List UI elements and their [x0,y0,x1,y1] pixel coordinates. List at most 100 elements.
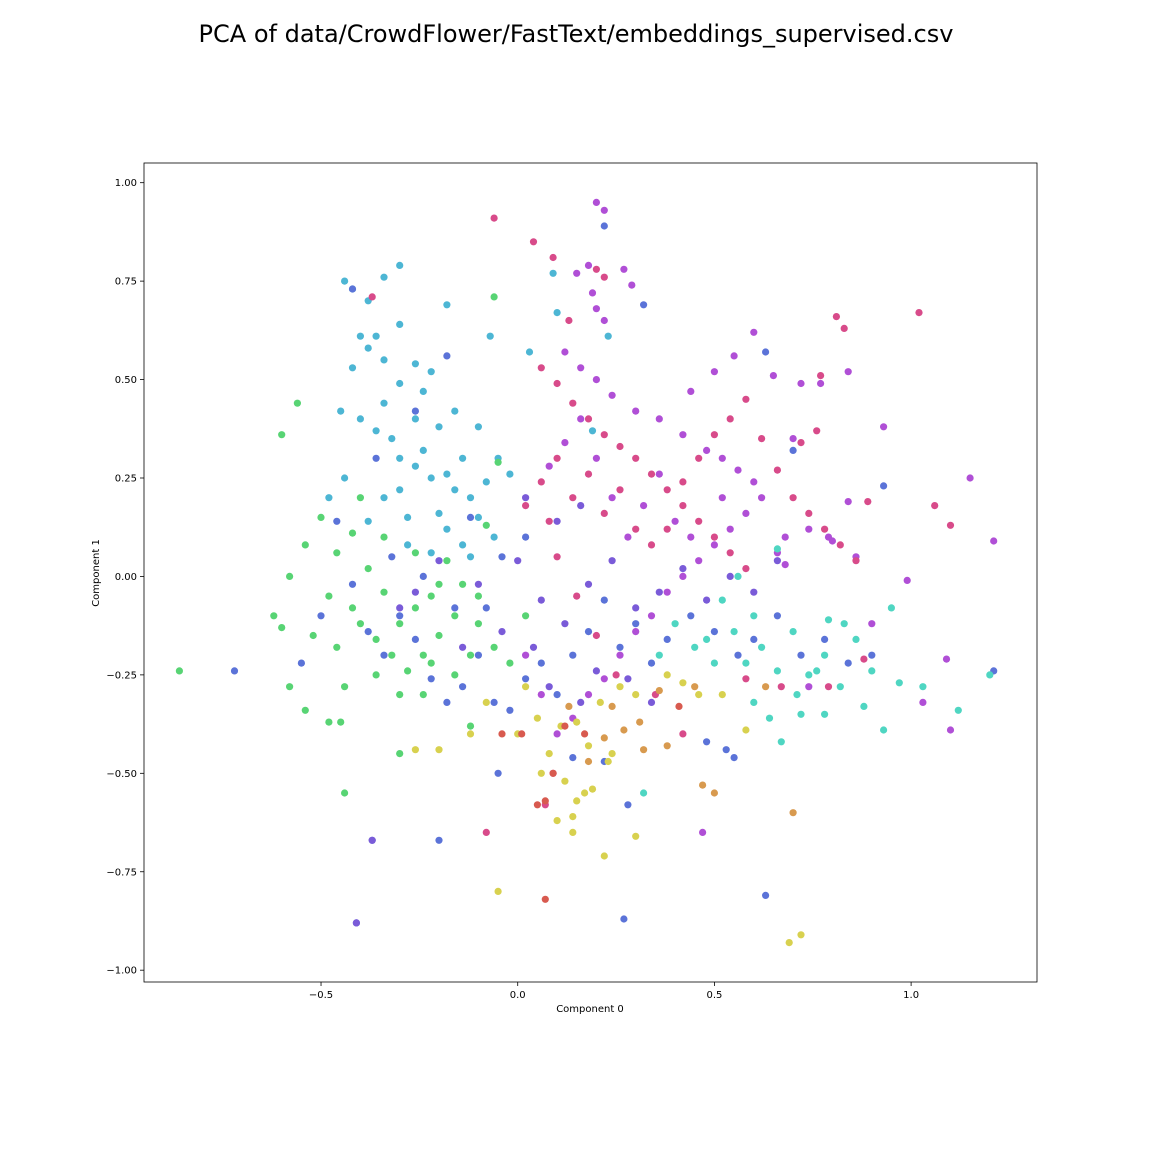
scatter-point [380,356,388,364]
scatter-point [541,895,549,903]
scatter-point [451,671,459,679]
scatter-point [710,533,719,541]
scatter-point [297,659,305,667]
scatter-point [459,541,467,549]
scatter-point [781,561,789,569]
scatter-point [805,509,813,517]
scatter-point [588,427,597,435]
scatter-point [435,836,443,844]
scatter-point [868,651,876,659]
scatter-point [561,620,569,628]
y-tick-label: 0.50 [115,375,137,386]
scatter-point [459,454,467,462]
scatter-point [797,931,805,939]
scatter-point [474,423,482,431]
scatter-point [419,691,427,699]
scatter-point [588,289,597,297]
scatter-point [525,348,534,356]
scatter-point [584,261,593,269]
scatter-point [537,478,545,486]
scatter-point [691,643,699,651]
scatter-point [435,423,443,431]
scatter-point [596,698,604,707]
scatter-point [482,604,490,612]
scatter-point [411,415,419,423]
scatter-point [663,525,671,533]
scatter-point [762,683,770,691]
scatter-point [624,801,632,809]
scatter-point [797,710,805,718]
scatter-point [286,572,294,581]
scatter-point [718,494,726,502]
scatter-point [333,643,341,651]
scatter-point [372,671,380,679]
scatter-point [325,494,333,502]
scatter-point [805,525,813,533]
scatter-point [553,691,561,699]
scatter-point [919,698,927,707]
scatter-point [777,738,785,746]
scatter-point [750,328,758,336]
scatter-point [773,545,782,553]
scatter-point [781,533,789,541]
scatter-point [348,364,357,372]
scatter-point [860,702,868,711]
scatter-point [419,446,427,454]
scatter-point [553,730,561,738]
scatter-point [451,604,459,612]
scatter-point [573,718,581,726]
scatter-point [592,198,601,206]
scatter-point [758,494,766,502]
scatter-point [592,454,601,462]
scatter-point [380,533,388,541]
scatter-point [411,407,419,415]
y-tick-label: 1.00 [115,178,137,189]
scatter-point [632,832,640,840]
scatter-point [758,435,766,443]
scatter-point [765,714,774,722]
scatter-point [569,494,577,502]
scatter-point [411,588,419,596]
scatter-point [380,273,388,281]
scatter-point [537,364,545,372]
scatter-point [663,486,671,494]
scatter-point [620,726,628,734]
x-axis-label: Component 0 [556,1004,624,1015]
scatter-point [679,502,687,510]
scatter-point [942,655,951,663]
scatter-point [592,376,601,384]
scatter-point [577,415,585,423]
scatter-point [372,635,380,644]
scatter-point [868,620,876,628]
scatter-point [565,316,573,325]
scatter-point [789,628,797,636]
scatter-point [396,620,404,628]
scatter-point [435,580,443,588]
scatter-point [411,746,419,754]
scatter-point [636,718,644,726]
scatter-point [388,553,396,561]
scatter-point [581,730,589,738]
scatter-point [828,537,837,545]
scatter-point [317,612,325,620]
scatter-point [821,635,829,644]
scatter-point [584,470,593,478]
scatter-point [592,667,601,675]
scatter-point [348,580,357,588]
scatter-point [490,293,498,301]
scatter-point [915,309,923,317]
scatter-point [655,651,663,659]
scatter-point [797,439,805,447]
scatter-point [466,553,475,561]
scatter-point [522,675,530,683]
scatter-point [577,364,585,372]
scatter-point [506,659,514,667]
y-tick-label: 0.00 [115,572,137,583]
scatter-point [734,466,742,474]
scatter-point [337,407,345,415]
scatter-point [655,687,663,695]
scatter-point [451,612,459,620]
scatter-point [887,604,896,612]
scatter-point [396,604,404,612]
scatter-point [411,462,419,470]
